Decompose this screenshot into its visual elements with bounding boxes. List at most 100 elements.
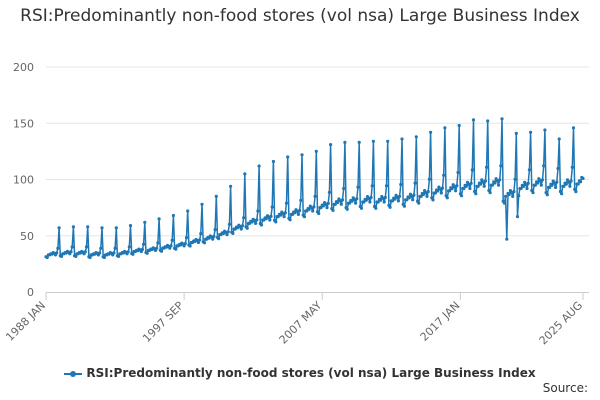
- data-point: [128, 224, 133, 228]
- data-series[interactable]: [44, 117, 585, 260]
- data-point: [355, 197, 359, 201]
- data-point: [512, 190, 516, 194]
- data-point: [171, 213, 175, 218]
- data-point: [256, 209, 260, 213]
- data-point: [226, 230, 230, 234]
- data-point: [169, 244, 173, 248]
- data-point: [343, 140, 347, 144]
- data-point: [311, 209, 315, 213]
- data-point: [299, 198, 303, 202]
- x-tick-label: 2007 MAY: [277, 299, 325, 347]
- data-point: [493, 181, 497, 185]
- data-point: [483, 179, 487, 183]
- data-point: [414, 135, 418, 139]
- data-point: [436, 189, 440, 193]
- y-tick-label: 150: [13, 117, 34, 130]
- data-point: [170, 238, 174, 242]
- data-point: [439, 191, 443, 195]
- data-point: [568, 184, 572, 188]
- data-point: [319, 206, 323, 210]
- data-point: [305, 209, 309, 213]
- data-point: [56, 246, 60, 250]
- data-point: [102, 255, 106, 260]
- data-point: [462, 186, 466, 191]
- data-point: [354, 201, 358, 205]
- data-point: [140, 247, 144, 252]
- data-point: [271, 159, 275, 164]
- data-point: [127, 245, 131, 249]
- data-point: [242, 216, 246, 220]
- data-point: [239, 227, 243, 231]
- data-point: [339, 202, 343, 206]
- data-point: [264, 217, 268, 221]
- data-point: [307, 207, 311, 211]
- data-point: [231, 231, 235, 235]
- data-point: [456, 170, 460, 175]
- legend[interactable]: RSI:Predominantly non-food stores (vol n…: [0, 366, 600, 380]
- data-point: [443, 126, 447, 130]
- data-point: [545, 193, 549, 197]
- data-point: [74, 254, 78, 258]
- data-point: [259, 223, 264, 227]
- data-point: [312, 205, 316, 209]
- data-point: [413, 181, 417, 185]
- data-point: [212, 234, 216, 239]
- data-point: [490, 183, 495, 187]
- data-point: [268, 218, 272, 222]
- data-point: [459, 194, 464, 198]
- data-point: [539, 183, 543, 187]
- data-point: [499, 164, 503, 168]
- data-point: [370, 184, 374, 188]
- data-point: [69, 250, 73, 254]
- data-point: [431, 198, 435, 202]
- data-point: [425, 194, 429, 198]
- data-point: [579, 180, 583, 184]
- data-point: [452, 185, 456, 189]
- data-point: [470, 168, 474, 172]
- data-point: [142, 242, 146, 246]
- data-point: [321, 204, 325, 208]
- data-point: [156, 241, 160, 245]
- data-point: [396, 199, 400, 203]
- data-point: [474, 192, 478, 196]
- data-point: [288, 218, 292, 222]
- data-point: [409, 194, 414, 198]
- y-axis: 0 50 100 150 200: [13, 61, 34, 299]
- data-point: [286, 155, 290, 159]
- data-point: [511, 194, 515, 198]
- data-point: [364, 198, 368, 202]
- data-point: [564, 182, 568, 186]
- data-point: [290, 212, 295, 216]
- data-point: [467, 182, 471, 186]
- data-point: [236, 226, 240, 230]
- data-point: [556, 166, 560, 171]
- data-point: [427, 177, 431, 181]
- data-point: [324, 202, 328, 206]
- data-point: [326, 201, 330, 205]
- data-point: [55, 251, 59, 255]
- data-point: [374, 206, 378, 210]
- data-point: [367, 196, 371, 200]
- data-point: [126, 250, 130, 254]
- data-point: [399, 182, 403, 187]
- data-point: [229, 184, 233, 188]
- source-label: Source:: [542, 381, 588, 395]
- data-point: [476, 184, 480, 188]
- data-point: [250, 220, 254, 224]
- data-point: [533, 183, 538, 187]
- data-point: [293, 211, 297, 215]
- data-point: [336, 200, 340, 205]
- data-point: [419, 194, 423, 198]
- data-point: [426, 190, 430, 194]
- data-point: [433, 191, 437, 195]
- data-point: [200, 202, 204, 206]
- data-point: [514, 131, 518, 135]
- data-point: [517, 194, 521, 198]
- data-point: [424, 191, 428, 195]
- data-point: [540, 178, 545, 182]
- data-point: [542, 164, 546, 168]
- data-point: [145, 251, 149, 255]
- data-point: [550, 183, 554, 187]
- data-point: [527, 168, 532, 172]
